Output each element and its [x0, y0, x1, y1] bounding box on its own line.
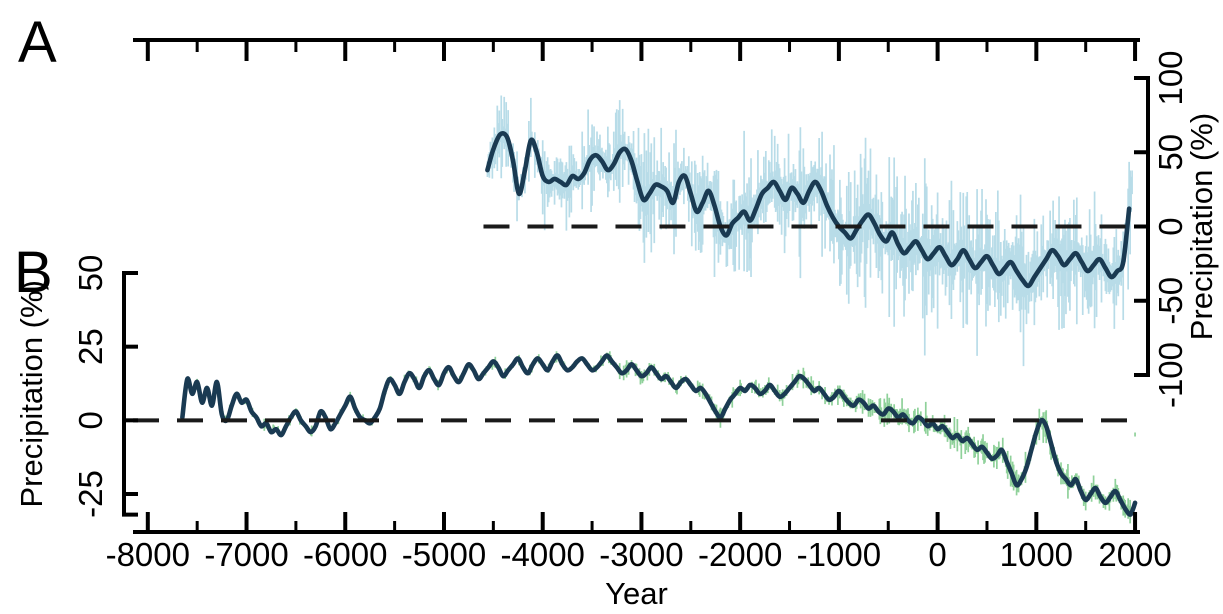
panel-b-left-axis-line [122, 271, 138, 517]
figure-axes: -8000 -7000 -6000 -5000 -4000 -3000 -2000 -1000… [72, 38, 1189, 573]
noise-envelope [486, 95, 1133, 367]
panel-b-y-tick-label: 50 [72, 255, 109, 292]
panel-a-y-tick-label: -50 [1152, 277, 1189, 325]
panel-a-y-axis-title: Precipitation (%) [1184, 113, 1219, 340]
x-axis-tick-label: -7000 [204, 536, 288, 573]
panel-a [483, 95, 1140, 367]
panel-b-y-axis-title: Precipitation (%) [14, 280, 49, 507]
x-axis-tick-label: -2000 [698, 536, 782, 573]
panel-b-y-tick-label: -25 [72, 470, 109, 518]
panel-b-smoothed-series [180, 353, 1138, 517]
panel-a-y-tick-label: 50 [1152, 134, 1189, 171]
x-axis-tick-label: 1000 [1000, 536, 1073, 573]
figure-labels: AB Precipitation (%)Precipitation (%)Year [14, 10, 1219, 611]
panel-b-letter: B [14, 240, 53, 305]
panel-a-y-tick-label: 100 [1152, 50, 1189, 105]
panel-b-y-tick-label: 0 [72, 411, 109, 429]
panel-a-letter: A [18, 10, 57, 75]
panel-b [133, 351, 1140, 524]
x-axis-tick-label: 2000 [1098, 536, 1171, 573]
panel-a-y-tick-label: -100 [1152, 342, 1189, 408]
panel-a-smoothed-series [485, 131, 1132, 289]
x-axis-tick-label: 0 [928, 536, 946, 573]
x-axis-tick-label: -5000 [402, 536, 486, 573]
x-axis-title: Year [605, 576, 668, 611]
panel-a-y-tick-label: 0 [1152, 217, 1189, 235]
x-axis-tick-label: -8000 [106, 536, 190, 573]
x-axis-tick-label: -6000 [303, 536, 387, 573]
x-axis-tick-label: -1000 [797, 536, 881, 573]
panel-b-y-tick-label: 25 [72, 328, 109, 365]
x-axis-tick-label: -3000 [599, 536, 683, 573]
x-axis-tick-label: -4000 [501, 536, 585, 573]
